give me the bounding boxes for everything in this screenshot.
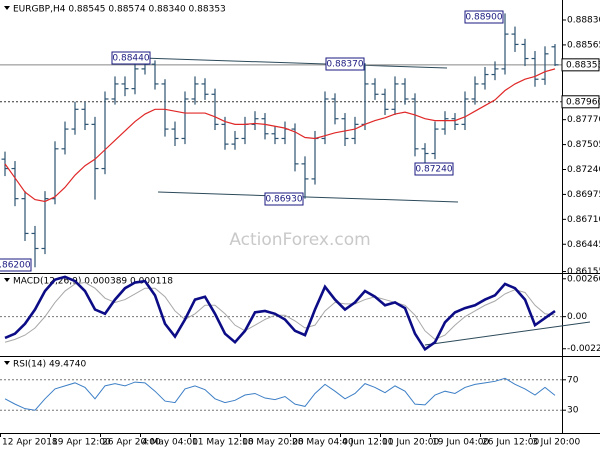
y-tick-label: 0.87240 [567,165,600,175]
x-tick-label: 4 Jun 12:00 [342,438,394,448]
annotation: 0.86930 [265,195,302,205]
trend-line [424,321,591,346]
menu-icon [4,6,10,10]
annotation-box [0,258,32,272]
watermark: ActionForex.com [229,230,370,250]
y-tick-label: 30 [567,406,579,416]
y-tick-label: 0.002663 [567,274,600,284]
annotation: 0.87240 [415,165,452,175]
y-tick-label: 0.88565 [567,40,600,50]
price-marker [561,58,600,72]
x-tick-label: 11 Jun 20:00 [382,438,439,448]
trend-lines [111,56,591,346]
y-tick-label: 0.86975 [567,190,600,200]
annotation-box [111,51,151,65]
x-tick-label: 11 May 12:00 [192,438,254,448]
x-tick-label: 19 Jun 04:00 [432,438,489,448]
annotation: 0.86200 [0,261,31,271]
annotation: 0.88900 [465,13,502,23]
x-tick-label: 28 May 04:00 [292,438,354,448]
moving-average [4,68,556,203]
annotation-box [325,57,365,71]
panel-title: EURGBP,H4 0.88545 0.88574 0.88340 0.8835… [13,5,226,15]
price-marker-label: 0.87960 [566,97,600,107]
panel-title: RSI(14) 49.4740 [13,360,86,370]
y-tick-label: 0.87505 [567,140,600,150]
annotation-box [264,192,304,206]
y-tick-label: 0.00 [567,312,587,322]
indicator-line [4,275,556,352]
annotation: 0.88370 [326,60,363,70]
y-tick-label: -0.00226 [567,344,600,354]
rsi-line [4,377,556,411]
y-tick-label: 70 [567,375,579,385]
x-tick-label: 26 Apr 20:00 [102,438,161,448]
x-tick-label: 4 May 04:00 [142,438,198,448]
y-tick-label: 0.86155 [567,267,600,277]
trend-line [111,56,448,69]
annotation-box [414,162,454,176]
annotation-box [464,10,504,24]
menu-icon [4,278,10,282]
x-tick-label: 19 Apr 12:00 [52,438,111,448]
x-tick-label: 3 Jul 20:00 [532,438,581,448]
panel-title: MACD(12,26,9) 0.000389 0.000118 [13,277,173,287]
annotation: 0.88440 [112,54,149,64]
menu-icon [4,361,10,365]
x-tick-label: 26 Jun 12:00 [482,438,539,448]
trend-line [157,191,459,203]
x-tick-label: 18 May 20:00 [242,438,304,448]
price-marker [561,95,600,109]
y-tick-label: 0.86445 [567,240,600,250]
x-tick-label: 12 Apr 2018 [2,438,58,448]
price-marker-label: 0.88353 [566,60,600,70]
